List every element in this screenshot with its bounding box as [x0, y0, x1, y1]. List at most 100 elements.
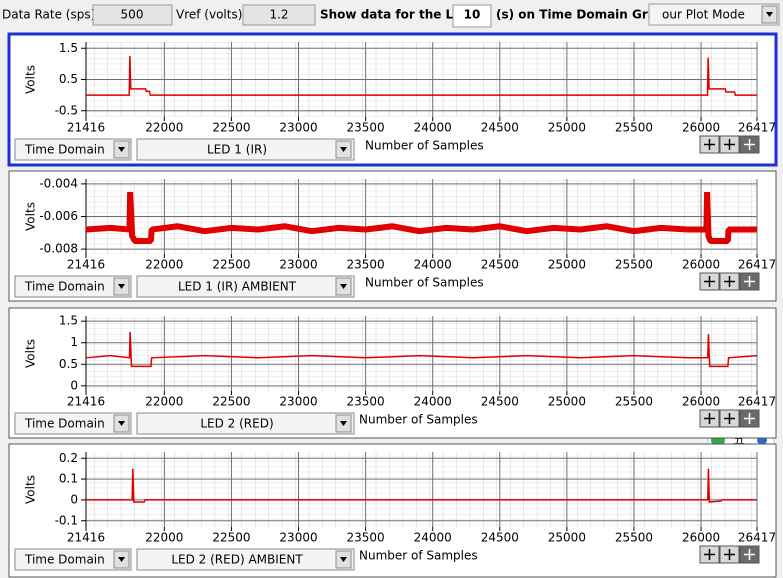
dropdown[interactable]: [648, 3, 780, 26]
y-tick-label: 1.5: [59, 314, 78, 328]
x-tick-label: 26000: [682, 531, 720, 545]
arrow-icon: [340, 421, 347, 426]
x-tick-label: 25000: [548, 395, 586, 409]
x-tick-label: 21416: [67, 395, 105, 409]
y-tick-label: -0.5: [55, 103, 78, 117]
channel-value: LED 1 (IR): [207, 143, 267, 157]
channel-dropdown[interactable]: [136, 548, 355, 571]
x-tick-label: 23000: [279, 121, 317, 135]
channel-dropdown[interactable]: [136, 412, 355, 435]
field-value: 500: [121, 8, 144, 22]
y-tick-label: 0: [70, 492, 78, 506]
x-tick-label: 25500: [615, 258, 653, 272]
channel-value: LED 2 (RED): [200, 417, 273, 431]
x-tick-label: 21416: [67, 531, 105, 545]
trace: [85, 191, 757, 244]
arrow-icon: [766, 12, 773, 17]
x-tick-label: 22500: [212, 121, 250, 135]
tool-icon: [724, 549, 735, 560]
x-tick-label: 22500: [212, 395, 250, 409]
x-tick-label: 21416: [67, 121, 105, 135]
field[interactable]: [452, 4, 492, 28]
label: Data Rate (sps): [2, 8, 95, 22]
x-tick-label: 23000: [279, 531, 317, 545]
x-tick-label: 23000: [279, 395, 317, 409]
x-tick-label: 24000: [414, 395, 452, 409]
domain-dropdown[interactable]: [14, 412, 132, 435]
x-axis-label: Number of Samples: [359, 549, 478, 563]
tool-icon: [724, 413, 735, 424]
y-tick-label: -0.1: [55, 513, 78, 527]
x-tick-label: 21416: [67, 258, 105, 272]
x-tick-label: 24000: [414, 258, 452, 272]
trace: [86, 56, 757, 96]
plot-area: [86, 452, 757, 527]
domain-value: Time Domain: [24, 417, 105, 431]
x-tick-label: 24000: [414, 531, 452, 545]
field-value: 10: [464, 8, 481, 22]
domain-value: Time Domain: [24, 280, 105, 294]
trace: [86, 468, 757, 503]
x-tick-label: 23500: [347, 531, 385, 545]
arrow-icon: [340, 284, 347, 289]
plot-area: [86, 316, 757, 391]
field[interactable]: [92, 4, 173, 26]
y-tick-label: 0.1: [59, 472, 78, 486]
field-value: 1.2: [269, 8, 288, 22]
x-tick-label: 22000: [145, 258, 183, 272]
tool-icon: [724, 276, 735, 287]
y-tick-label: 1: [70, 335, 78, 349]
tool-icon: [744, 276, 755, 287]
tool-icon: [744, 413, 755, 424]
x-tick-label: 24000: [414, 121, 452, 135]
arrow-icon: [118, 557, 125, 562]
tool-icon: [744, 139, 755, 150]
channel-dropdown[interactable]: [136, 138, 355, 161]
y-tick-label: -0.008: [39, 242, 78, 256]
tool-icon: [704, 139, 715, 150]
channel-dropdown[interactable]: [136, 275, 355, 298]
x-tick-label: 26417: [738, 395, 776, 409]
field[interactable]: [242, 4, 316, 26]
arrow-icon: [340, 147, 347, 152]
y-axis-label: Volts: [24, 65, 38, 94]
channel-value: LED 2 (RED) AMBIENT: [171, 553, 303, 567]
channel-value: LED 1 (IR) AMBIENT: [178, 280, 297, 294]
x-tick-label: 26000: [682, 395, 720, 409]
y-tick-label: 0.2: [59, 451, 78, 465]
x-tick-label: 22000: [145, 395, 183, 409]
x-axis-label: Number of Samples: [365, 276, 484, 290]
x-tick-label: 26000: [682, 258, 720, 272]
x-tick-label: 23000: [279, 258, 317, 272]
arrow-icon: [118, 421, 125, 426]
y-axis-label: Volts: [24, 202, 38, 231]
y-tick-label: -0.004: [39, 176, 78, 190]
x-tick-label: 24500: [481, 258, 519, 272]
x-tick-label: 25500: [615, 121, 653, 135]
trace: [85, 331, 758, 368]
x-tick-label: 22000: [145, 531, 183, 545]
x-tick-label: 25500: [615, 395, 653, 409]
tool-icon: [744, 549, 755, 560]
domain-dropdown[interactable]: [14, 548, 132, 571]
domain-dropdown[interactable]: [14, 275, 132, 298]
arrow-icon: [118, 284, 125, 289]
tool-icon: [724, 139, 735, 150]
x-tick-label: 25000: [548, 531, 586, 545]
arrow-icon: [118, 147, 125, 152]
y-tick-label: 0: [70, 378, 78, 392]
x-tick-label: 26417: [738, 258, 776, 272]
x-tick-label: 26000: [682, 121, 720, 135]
tool-icon: [704, 413, 715, 424]
y-axis-label: Volts: [24, 475, 38, 504]
arrow-icon: [340, 557, 347, 562]
x-tick-label: 23500: [347, 121, 385, 135]
domain-value: Time Domain: [24, 143, 105, 157]
x-tick-label: 24500: [481, 395, 519, 409]
x-tick-label: 22500: [212, 258, 250, 272]
x-tick-label: 26417: [738, 121, 776, 135]
y-tick-label: 1.5: [59, 41, 78, 55]
label: Show data for the LAST: [320, 8, 480, 22]
x-tick-label: 25000: [548, 121, 586, 135]
domain-dropdown[interactable]: [14, 138, 132, 161]
